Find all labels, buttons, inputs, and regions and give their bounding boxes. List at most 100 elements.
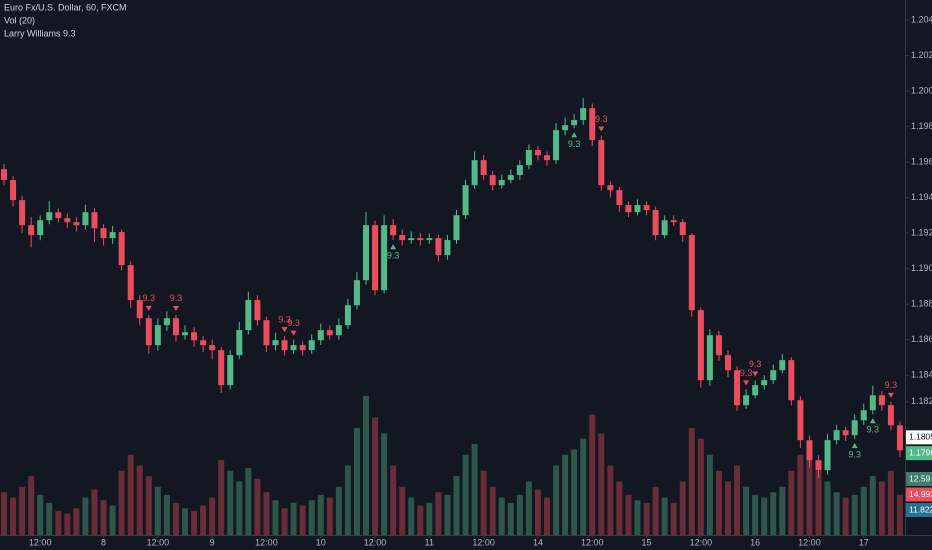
sell-arrow: [172, 305, 179, 311]
x-tick-label: 12:00: [690, 537, 713, 547]
candle-body: [815, 460, 822, 471]
volume-bar: [824, 481, 831, 535]
buy-label: 9.3: [867, 425, 880, 435]
candle-body: [145, 318, 152, 346]
volume-bar: [869, 476, 876, 535]
volume-bar: [444, 494, 451, 535]
volume-bar: [625, 494, 632, 535]
volume-bar: [272, 500, 279, 535]
volume-bar: [652, 486, 659, 535]
price-tag-label: 1.18050: [909, 432, 932, 442]
volume-bar: [878, 481, 885, 535]
volume-layer: [1, 395, 903, 535]
volume-bar: [417, 505, 424, 535]
candle-body: [363, 225, 369, 281]
volume-bar: [200, 505, 207, 535]
candle-body: [779, 360, 786, 371]
volume-bar: [589, 414, 596, 535]
candle-body: [652, 210, 659, 236]
volume-bar: [408, 497, 415, 535]
volume-bar: [326, 497, 333, 535]
volume-bar: [679, 481, 686, 535]
candle-body: [607, 185, 614, 191]
y-tick-label: 1.19000: [911, 263, 932, 273]
volume-bar: [571, 449, 578, 535]
candle-body: [571, 120, 578, 126]
volume-bar: [797, 454, 804, 535]
candle-body: [480, 160, 487, 176]
x-tick-label: 15: [642, 537, 652, 547]
volume-bar: [100, 500, 107, 535]
indicator-title: Larry Williams 9.3: [4, 28, 76, 38]
volume-bar: [734, 465, 741, 535]
candle-layer: [1, 98, 903, 479]
candle-body: [19, 200, 26, 226]
volume-bar: [598, 433, 605, 535]
candle-body: [752, 385, 759, 396]
candle-body: [191, 332, 198, 341]
x-tick-label: 8: [101, 537, 106, 547]
x-tick-label: 17: [859, 537, 869, 547]
volume-bar: [399, 486, 406, 535]
candle-body: [806, 440, 813, 461]
volume-bar: [670, 502, 677, 535]
volume-bar: [860, 486, 867, 535]
volume-bar: [191, 510, 198, 535]
x-tick-label: 16: [750, 537, 760, 547]
candle-body: [182, 332, 188, 336]
candle-body: [688, 235, 695, 311]
candle-body: [118, 232, 125, 266]
volume-bar: [553, 465, 560, 535]
candle-body: [381, 225, 388, 291]
volume-bar: [851, 494, 858, 535]
candle-body: [10, 180, 17, 201]
volume-bar: [525, 481, 532, 535]
volume-bar: [453, 476, 460, 535]
candle-body: [200, 340, 207, 346]
sell-arrow: [281, 327, 288, 333]
volume-bar: [344, 465, 351, 535]
candle-body: [679, 222, 686, 236]
candle-body: [525, 150, 532, 166]
candle-body: [661, 220, 668, 236]
volume-bar: [725, 481, 731, 535]
x-tick-label: 12:00: [798, 537, 821, 547]
candle-body: [643, 205, 650, 211]
candle-body: [562, 125, 569, 131]
candle-body: [625, 205, 632, 213]
volume-title: Vol (20): [4, 15, 35, 25]
volume-bar: [209, 497, 216, 535]
candle-body: [869, 395, 876, 411]
candle-body: [598, 140, 605, 186]
candle-body: [471, 160, 478, 186]
y-tick-label: 1.19400: [911, 192, 932, 202]
candle-body: [824, 440, 831, 471]
volume-bar: [562, 454, 569, 535]
candle-body: [64, 218, 71, 223]
sell-label: 9.3: [143, 293, 156, 303]
candle-body: [55, 212, 62, 219]
volume-bar: [335, 486, 342, 535]
volume-bar: [19, 486, 26, 535]
volume-bar: [743, 486, 750, 535]
candle-body: [218, 350, 225, 386]
candle-body: [372, 225, 379, 291]
candle-body: [299, 345, 306, 351]
candle-body: [245, 300, 252, 331]
candle-body: [706, 335, 713, 381]
volume-bar: [752, 494, 759, 535]
y-tick-label: 1.20400: [911, 14, 932, 24]
candle-body: [489, 175, 496, 186]
volume-bar: [10, 497, 17, 535]
candle-body: [788, 360, 795, 401]
sell-label: 9.3: [740, 368, 753, 378]
volume-bar: [64, 513, 71, 535]
volume-bar: [245, 468, 252, 535]
volume-bar: [779, 486, 786, 535]
candle-body: [860, 410, 867, 421]
candle-body: [462, 185, 469, 216]
volume-bar: [462, 454, 469, 535]
volume-bar: [118, 470, 125, 535]
volume-bar: [435, 492, 442, 535]
volume-bar: [299, 505, 306, 535]
